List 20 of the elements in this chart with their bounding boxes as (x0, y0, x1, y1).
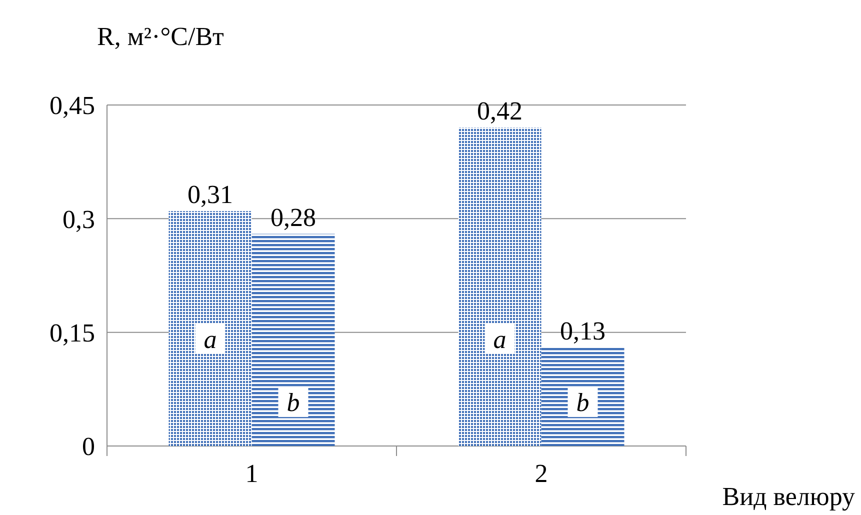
text: b (576, 388, 590, 417)
data-label: 0,31 (188, 180, 233, 210)
y-tick-label: 0 (82, 432, 95, 462)
x-tick-label: 2 (534, 459, 548, 488)
data-label: 0,13 (560, 316, 606, 346)
data-label: 0,42 (477, 96, 522, 126)
y-axis-title: R, м²·°C/Вт (97, 22, 224, 51)
bar (168, 211, 252, 446)
bar (252, 234, 335, 446)
bar (541, 347, 624, 446)
data-label: 0,28 (270, 202, 316, 232)
x-axis-title: Вид велюру (722, 482, 855, 511)
y-tick-label: 0,3 (62, 204, 95, 234)
series-label: a (204, 325, 217, 354)
bar (458, 128, 542, 446)
y-tick-label: 0,45 (50, 91, 95, 120)
x-tick-label: 1 (245, 459, 258, 488)
series-label: b (286, 388, 300, 417)
text: a (493, 325, 506, 354)
y-tick-label: 0,15 (50, 318, 95, 348)
